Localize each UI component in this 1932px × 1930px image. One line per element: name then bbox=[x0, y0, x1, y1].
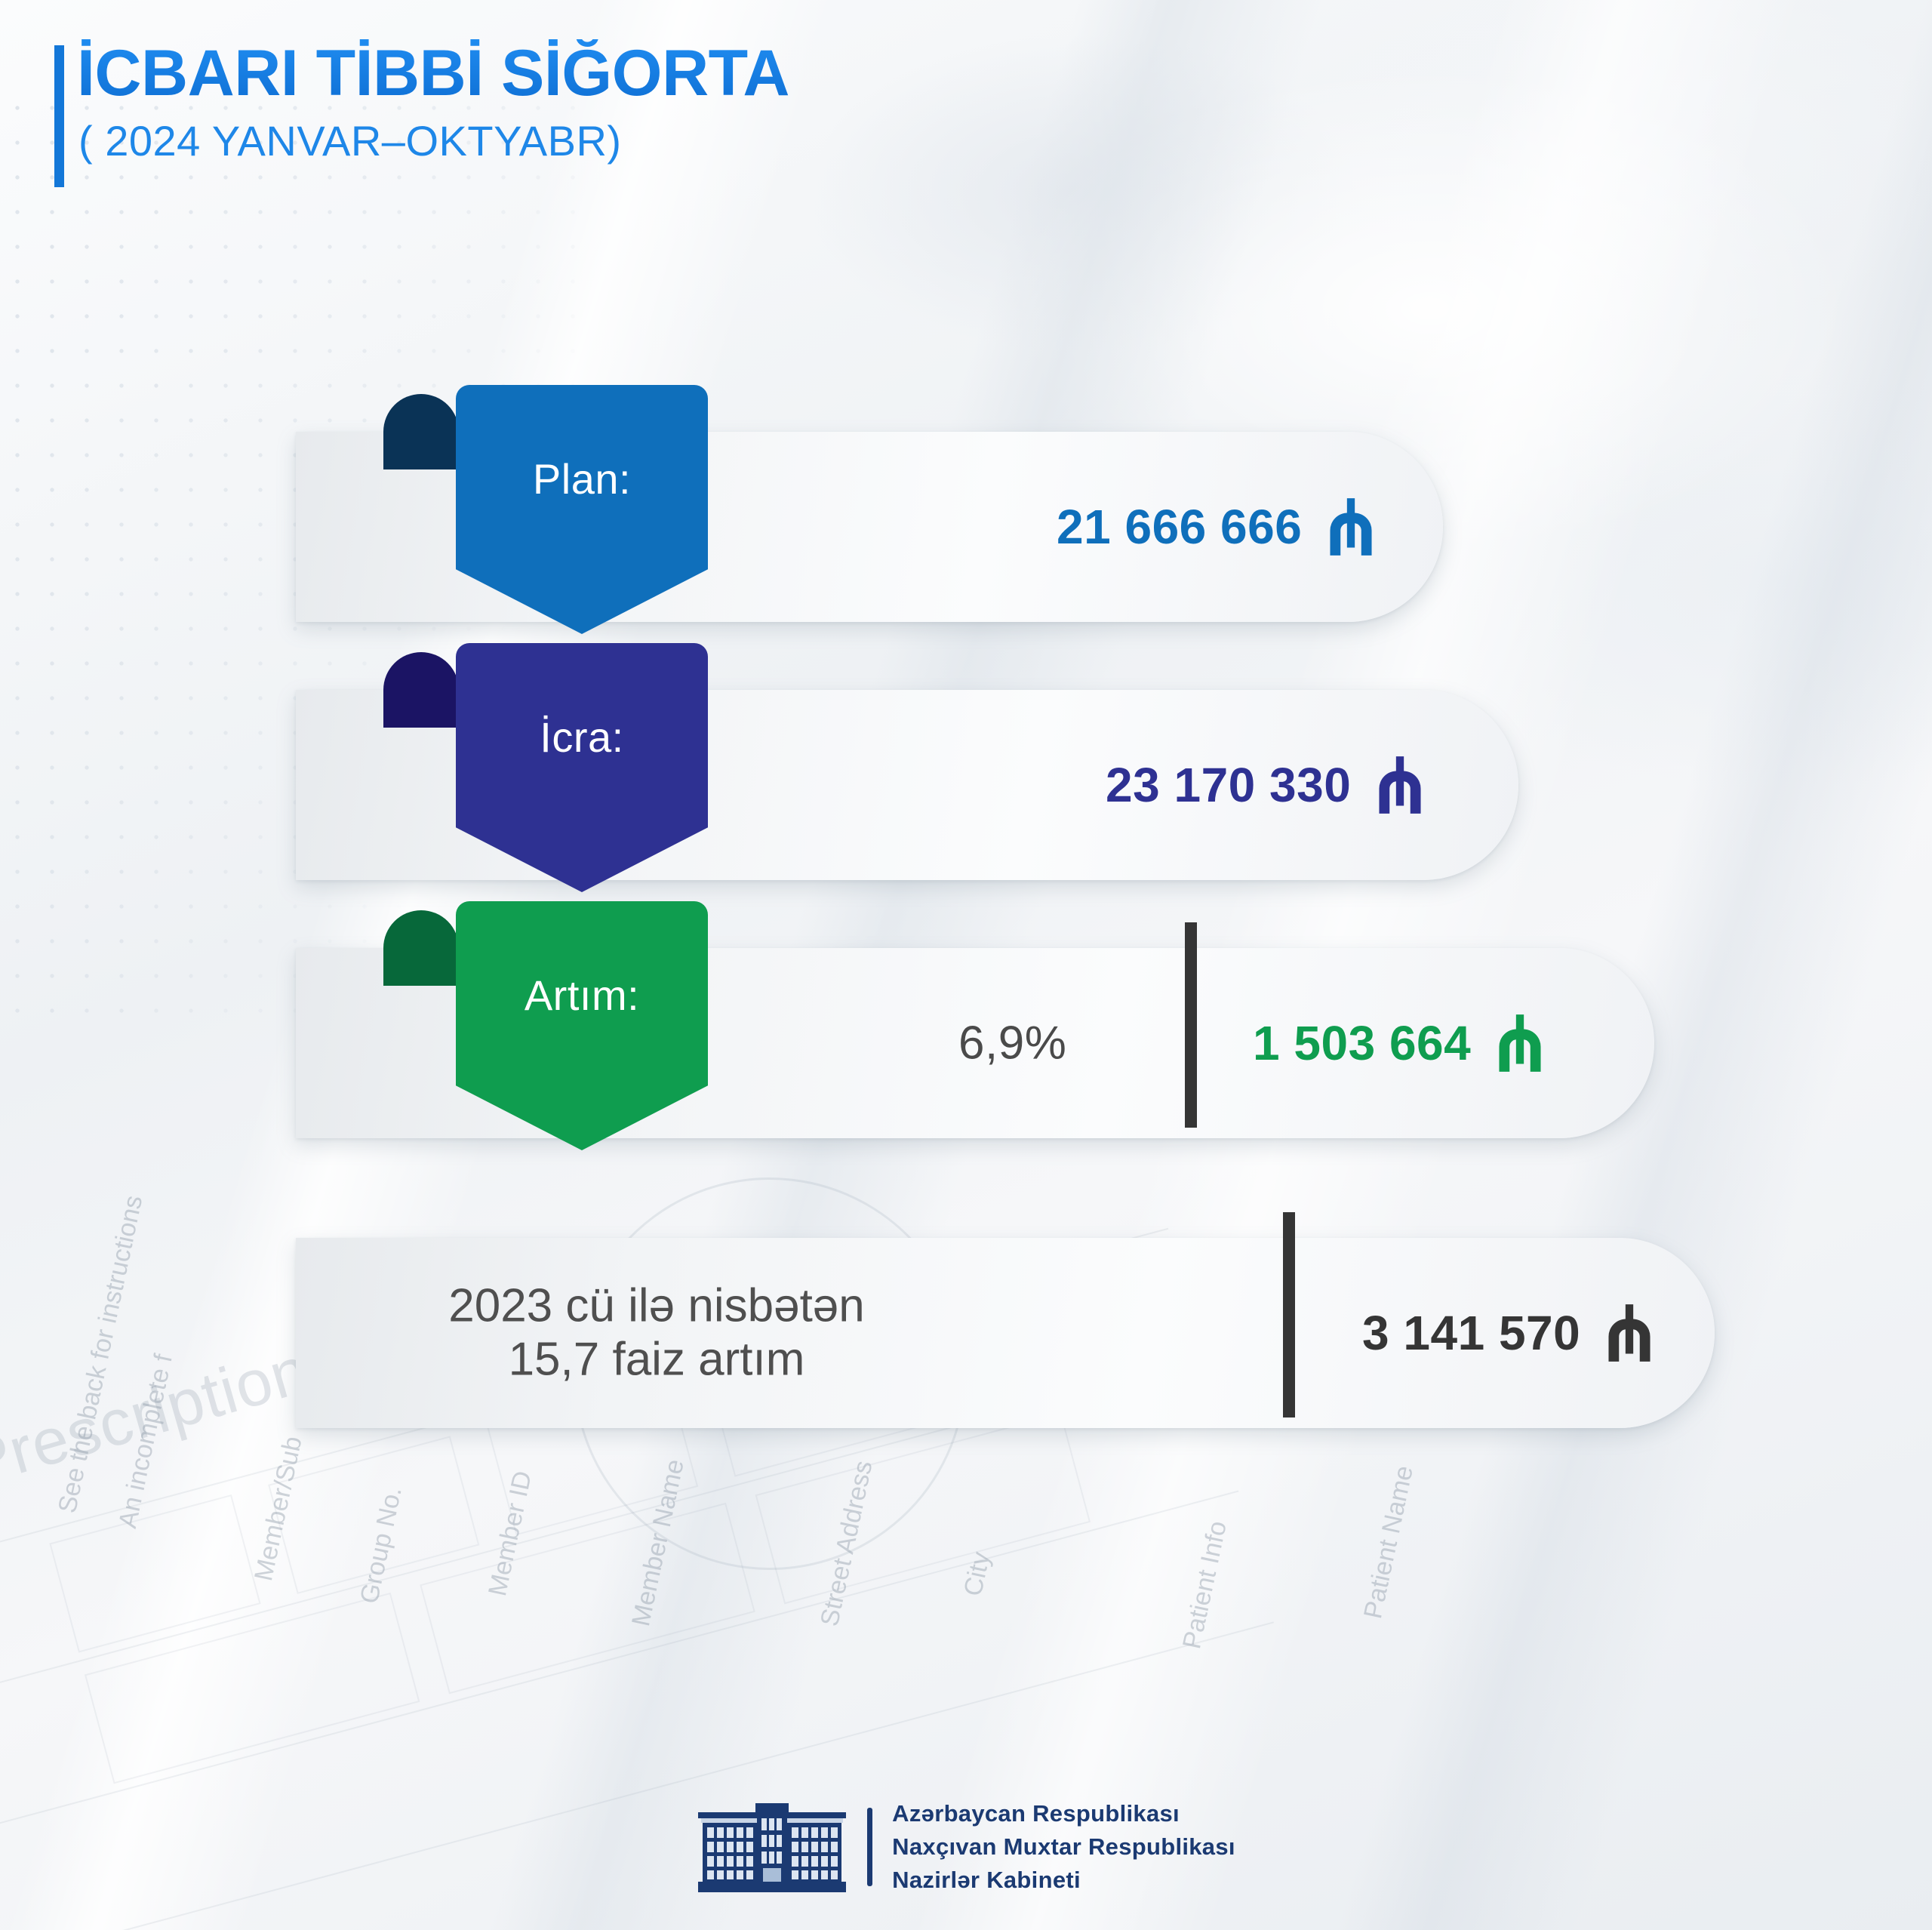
stat-value-number: 21 666 666 bbox=[1057, 500, 1303, 554]
stat-row-plan: Plan: 21 666 666 bbox=[0, 385, 1932, 640]
footer: Azərbaycan Respublikası Naxçıvan Muxtar … bbox=[0, 1799, 1932, 1895]
stat-divider bbox=[1185, 922, 1197, 1128]
manat-currency-icon bbox=[1499, 1014, 1541, 1072]
stat-row-summary: 2023 cü ilə nisbətən 15,7 faiz artım 3 1… bbox=[0, 1212, 1932, 1446]
stat-value-number: 23 170 330 bbox=[1106, 758, 1352, 812]
stat-value-icra: 23 170 330 bbox=[1106, 753, 1432, 817]
stat-card bbox=[296, 1238, 1715, 1428]
stat-row-artim: Artım: 6,9% 1 503 664 bbox=[0, 901, 1932, 1156]
footer-line-2: Naxçıvan Muxtar Respublikası bbox=[892, 1833, 1235, 1861]
stat-row-icra: İcra: 23 170 330 bbox=[0, 643, 1932, 898]
stat-percent-artim: 6,9% bbox=[958, 1017, 1067, 1070]
stat-value-plan: 21 666 666 bbox=[1057, 494, 1383, 559]
page-title-block: İCBARI TİBBİ SİĞORTA ( 2024 YANVAR–OKTYA… bbox=[54, 37, 789, 187]
ribbon-fold-icon bbox=[383, 652, 459, 728]
stat-value-number: 1 503 664 bbox=[1253, 1016, 1472, 1070]
stat-value-summary: 3 141 570 bbox=[1362, 1301, 1662, 1365]
ribbon-fold-icon bbox=[383, 910, 459, 986]
ribbon-label: Plan: bbox=[532, 454, 632, 503]
stat-value-number: 3 141 570 bbox=[1362, 1306, 1581, 1360]
ribbon-fold-icon bbox=[383, 394, 459, 469]
stat-rows: Plan: 21 666 666 İcra: 23 170 330 bbox=[0, 385, 1932, 1478]
ribbon-plan: Plan: bbox=[383, 385, 708, 634]
government-building-icon bbox=[698, 1803, 847, 1892]
ribbon-label: İcra: bbox=[540, 713, 624, 761]
manat-currency-icon bbox=[1330, 498, 1372, 556]
page-subtitle: ( 2024 YANVAR–OKTYABR) bbox=[78, 117, 622, 165]
summary-divider bbox=[1283, 1212, 1295, 1417]
manat-currency-icon bbox=[1379, 756, 1421, 814]
ribbon-label: Artım: bbox=[524, 971, 640, 1019]
footer-line-3: Nazirlər Kabineti bbox=[892, 1866, 1081, 1893]
footer-text: Azərbaycan Respublikası Naxçıvan Muxtar … bbox=[892, 1799, 1235, 1895]
manat-currency-icon bbox=[1608, 1304, 1651, 1362]
stat-value-artim: 1 503 664 bbox=[1253, 1011, 1552, 1076]
footer-separator bbox=[867, 1808, 873, 1886]
ribbon-icra: İcra: bbox=[383, 643, 708, 892]
footer-line-1: Azərbaycan Respublikası bbox=[892, 1800, 1180, 1827]
summary-note: 2023 cü ilə nisbətən 15,7 faiz artım bbox=[448, 1279, 865, 1386]
ribbon-artim: Artım: bbox=[383, 901, 708, 1150]
page-title: İCBARI TİBBİ SİĞORTA bbox=[77, 37, 789, 109]
title-accent-bar bbox=[54, 45, 64, 187]
